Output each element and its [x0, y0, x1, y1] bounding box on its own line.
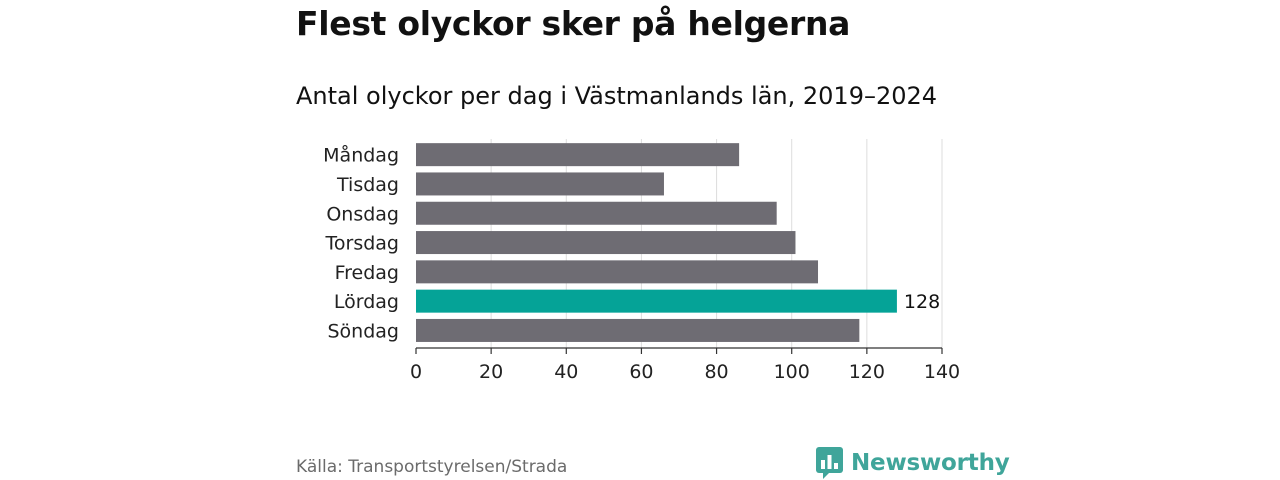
x-tick-label: 60 — [629, 361, 653, 383]
bar-lördag — [416, 289, 897, 313]
source-note: Källa: Transportstyrelsen/Strada — [296, 457, 568, 477]
bar-måndag — [416, 143, 740, 167]
x-tick-label: 100 — [774, 361, 810, 383]
x-tick-label: 120 — [849, 361, 885, 383]
brand-name: Newsworthy — [851, 450, 1010, 476]
x-tick-label: 20 — [479, 361, 503, 383]
x-tick-label: 80 — [704, 361, 728, 383]
x-axis: 0 20 40 60 80 100 120 140 — [410, 347, 960, 383]
bars — [416, 143, 897, 342]
category-label: Söndag — [328, 320, 400, 342]
brand-logo: Newsworthy — [815, 446, 1010, 480]
category-label: Onsdag — [326, 203, 399, 225]
category-label: Tisdag — [336, 174, 399, 196]
bar-chart-logo-icon — [816, 447, 843, 479]
x-tick-label: 40 — [554, 361, 578, 383]
data-label: 128 — [904, 291, 940, 313]
x-tick-label: 0 — [410, 361, 422, 383]
chart-title: Flest olyckor sker på helgerna — [296, 4, 851, 43]
category-label: Torsdag — [325, 233, 399, 255]
chart-subtitle: Antal olyckor per dag i Västmanlands län… — [296, 82, 938, 110]
data-labels: 128 — [904, 291, 940, 313]
category-label: Lördag — [334, 291, 399, 313]
bar-fredag — [416, 260, 819, 284]
bar-torsdag — [416, 231, 796, 255]
bar-söndag — [416, 318, 860, 342]
category-label: Måndag — [323, 144, 399, 167]
x-tick-label: 140 — [924, 361, 960, 383]
bar-tisdag — [416, 172, 664, 196]
category-labels: Måndag Tisdag Onsdag Torsdag Fredag Lördag Sön… — [323, 144, 399, 343]
bar-onsdag — [416, 201, 777, 225]
category-label: Fredag — [335, 262, 399, 284]
